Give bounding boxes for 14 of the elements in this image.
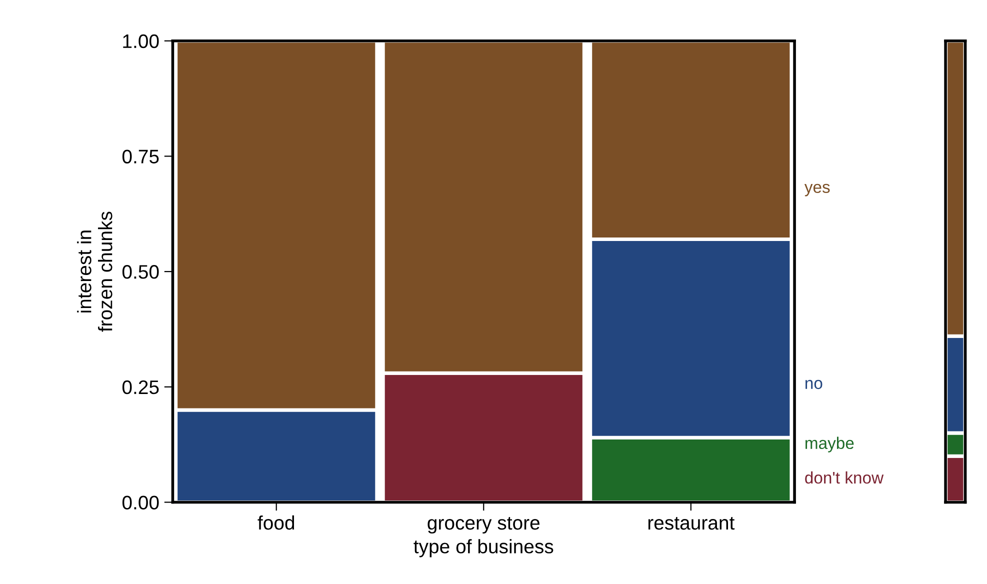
x-axis-title: type of business [414, 539, 554, 558]
series-label: no [806, 380, 822, 390]
y-tick-label: 0.75 [122, 150, 159, 164]
text: don't know [805, 471, 884, 484]
x-tick-label: food [258, 515, 294, 530]
y-tick-label: 0.50 [122, 265, 159, 279]
y-tick-label: 0.00 [122, 496, 159, 510]
y-tick-label: 0.25 [122, 380, 159, 394]
y-axis-title: interest in frozen chunks [77, 212, 112, 332]
series-label: yes [804, 184, 830, 196]
series-label: maybe [806, 436, 854, 452]
x-tick-label: grocery store [428, 516, 540, 534]
x-tick-label: restaurant [648, 516, 735, 530]
y-tick-label: 1.00 [123, 34, 159, 48]
